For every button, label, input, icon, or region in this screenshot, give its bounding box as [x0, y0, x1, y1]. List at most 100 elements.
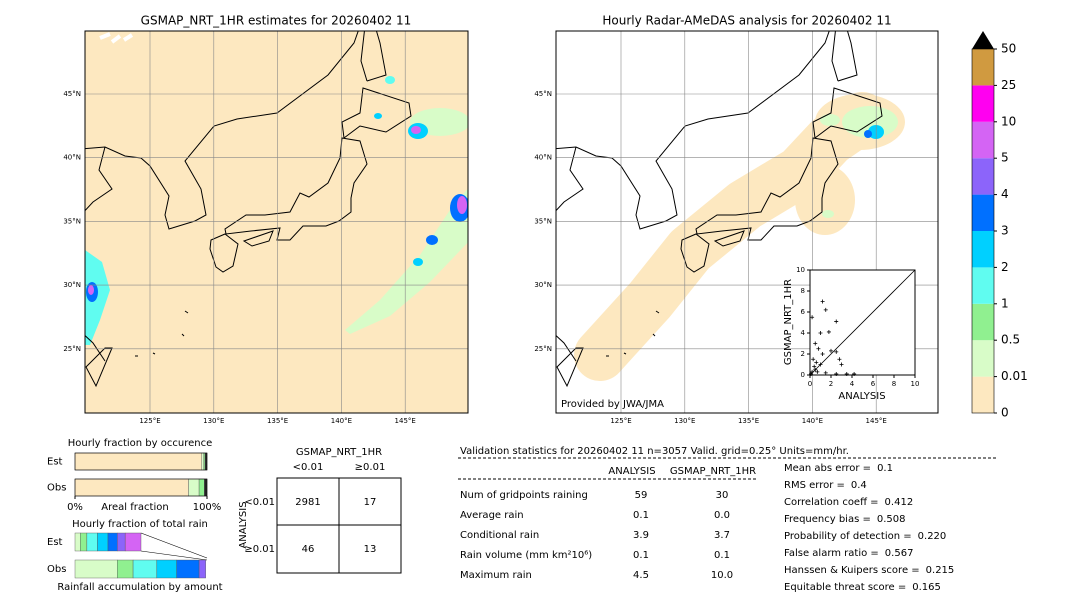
score-value: 0.215 — [926, 565, 955, 576]
bar-segment — [97, 532, 109, 552]
x-tick-label: 4 — [850, 380, 855, 388]
colorbar-label: 0.01 — [1001, 369, 1028, 383]
stat-value: 0.0 — [714, 510, 730, 521]
score-label: Probability of detection = — [784, 531, 912, 542]
y-tick-label: 8 — [801, 287, 805, 295]
lon-label: 125°E — [139, 417, 160, 425]
data-point — [811, 357, 816, 362]
colorbar-label: 3 — [1001, 224, 1009, 238]
data-point — [810, 315, 815, 320]
bar-segment — [188, 478, 200, 497]
data-point — [823, 307, 828, 312]
score-label: Frequency bias = — [784, 514, 871, 525]
bar-segment — [117, 532, 126, 552]
stat-value: 0.1 — [633, 550, 649, 561]
score-value: 0.165 — [912, 582, 941, 593]
stat-value: 10.0 — [711, 570, 733, 581]
category-label: Est — [47, 537, 63, 548]
score: Equitable threat score = 0.165 — [784, 582, 941, 593]
stat-value: 59 — [635, 490, 648, 501]
y-tick-label: 10 — [796, 266, 805, 274]
y-tick-label: 2 — [801, 350, 805, 358]
data-point — [816, 346, 821, 351]
stat-value: 4.5 — [633, 570, 649, 581]
y-tick-label: 6 — [801, 308, 806, 316]
y-axis-label: GSMAP_NRT_1HR — [783, 279, 794, 365]
data-point — [839, 362, 844, 367]
bar-segment — [201, 452, 204, 471]
score: Mean abs error = 0.1 — [784, 463, 893, 474]
occurrence-chart: Hourly fraction by occurence Areal fract… — [47, 438, 221, 513]
scatter-plot: ANALYSIS GSMAP_NRT_1HR 0 2 4 6 8 10 0 2 4 6 8 10 — [783, 266, 919, 402]
chart-title: Hourly fraction of total rain — [72, 519, 208, 530]
validation-stats: Validation statistics for 20260402 11 n=… — [458, 446, 996, 593]
lat-label: 30°N — [63, 281, 81, 289]
color-segment — [972, 158, 994, 195]
score-value: 0.4 — [851, 480, 867, 491]
x-axis-label: Areal fraction — [101, 502, 168, 513]
score-label: RMS error = — [784, 480, 845, 491]
score: Correlation coeff = 0.412 — [784, 497, 913, 508]
x-tick-label: 0 — [808, 380, 812, 388]
data-point — [844, 371, 849, 376]
radar-coverage — [574, 92, 905, 381]
lon-label: 135°E — [738, 417, 759, 425]
bar-frame — [74, 452, 208, 471]
diagonal — [809, 269, 916, 376]
score-label: False alarm ratio = — [784, 548, 879, 559]
bar-segment — [86, 532, 98, 552]
credit: Provided by JWA/JMA — [561, 399, 664, 410]
colorbar-label: 50 — [1001, 42, 1016, 56]
data-point — [809, 371, 814, 376]
stat-label: Num of gridpoints raining — [460, 490, 588, 501]
category-label: Obs — [47, 483, 66, 494]
stat-value: 30 — [716, 490, 729, 501]
data-point — [852, 371, 857, 376]
score: Probability of detection = 0.220 — [784, 531, 946, 542]
bar-segment — [117, 559, 134, 579]
lon-label: 145°E — [866, 417, 887, 425]
stat-label: Average rain — [460, 510, 524, 521]
color-segment — [972, 303, 994, 341]
map-frame — [555, 30, 939, 414]
score-value: 0.412 — [885, 497, 914, 508]
table-cell: 46 — [302, 544, 315, 555]
colorbar-label: 25 — [1001, 78, 1016, 92]
colorbar-label: 0 — [1001, 406, 1009, 420]
stat-label: Maximum rain — [460, 570, 532, 581]
stat-value: 0.1 — [714, 550, 730, 561]
lon-label: 145°E — [395, 417, 416, 425]
lon-label: 125°E — [610, 417, 631, 425]
bar-segment — [132, 559, 158, 579]
data-point — [813, 367, 818, 372]
score-label: Hanssen & Kuipers score = — [784, 565, 920, 576]
data-point — [829, 348, 833, 353]
left-map: 45°N 40°N 35°N 30°N 25°N 125°E 130°E 135°E 140°E… — [63, 14, 469, 425]
data-point — [818, 331, 823, 335]
stat-value: 3.9 — [633, 530, 649, 541]
color-segment — [972, 49, 994, 86]
table-cell: 13 — [364, 544, 377, 555]
lon-label: 140°E — [802, 417, 823, 425]
data-point — [820, 352, 825, 356]
table-cell: 2981 — [295, 497, 320, 508]
score-label: Equitable threat score = — [784, 582, 906, 593]
bar-segment — [107, 532, 118, 552]
x-tick-label: 6 — [871, 380, 876, 388]
score: Frequency bias = 0.508 — [784, 514, 906, 525]
data-point — [826, 329, 831, 334]
connector — [140, 532, 208, 561]
bar-segment — [156, 559, 177, 579]
data-point — [815, 369, 820, 374]
data-point — [834, 371, 839, 376]
x-axis-label: ANALYSIS — [838, 391, 885, 402]
score-value: 0.1 — [877, 463, 893, 474]
colorbar-label: 10 — [1001, 114, 1016, 128]
x-tick-label: 10 — [911, 380, 920, 388]
score-value: 0.567 — [885, 548, 914, 559]
bar-segment — [80, 532, 88, 552]
extend-arrow — [972, 31, 994, 49]
table-cell: 17 — [364, 497, 377, 508]
